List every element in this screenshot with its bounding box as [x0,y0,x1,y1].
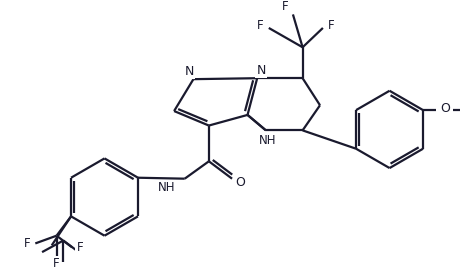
Text: F: F [24,237,31,250]
Text: O: O [440,102,450,115]
Text: F: F [282,0,289,13]
Text: F: F [76,241,83,254]
Text: F: F [328,18,335,31]
Text: F: F [53,257,60,270]
Text: O: O [235,176,245,189]
Text: N: N [256,64,266,77]
Text: NH: NH [259,134,277,147]
Text: N: N [185,65,194,78]
Text: NH: NH [158,181,175,194]
Text: F: F [257,18,263,31]
